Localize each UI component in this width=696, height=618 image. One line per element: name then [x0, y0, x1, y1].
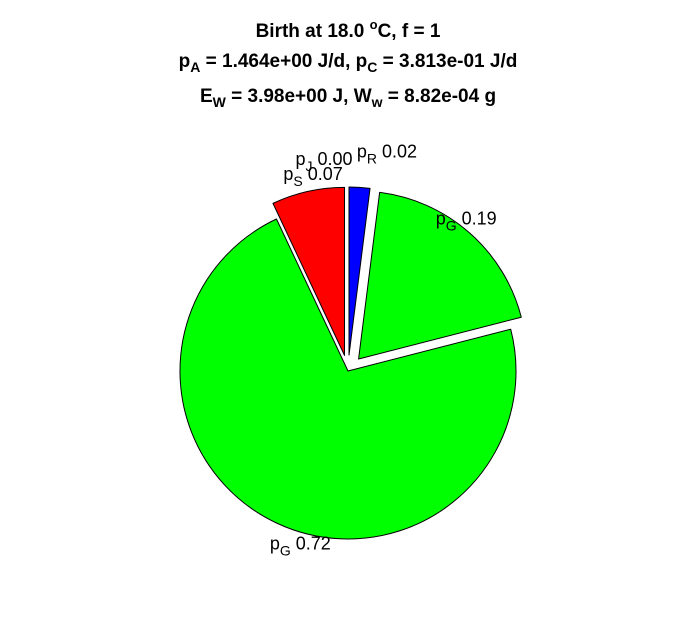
- pie-label-value: 0.02: [377, 141, 417, 161]
- pie-label-2: pG 0.72: [270, 533, 331, 558]
- pie-label-value: 0.19: [457, 208, 497, 228]
- pie-label-3: pS 0.07: [283, 164, 342, 189]
- pie-label-symbol: p: [295, 149, 305, 169]
- pie-label-subscript: R: [367, 150, 377, 166]
- title-line-3: EW = 3.98e+00 J, Ww = 8.82e-04 g: [199, 86, 497, 110]
- pie-slice-pg-1: [358, 191, 522, 360]
- pie-label-value: 0.07: [303, 164, 343, 184]
- title-line-1: Birth at 18.0 oC, f = 1: [255, 17, 441, 42]
- pie-label-symbol: p: [283, 164, 293, 184]
- pie-label-symbol: p: [436, 208, 446, 228]
- pie-label-subscript: J: [305, 158, 312, 174]
- pie-label-subscript: G: [280, 542, 291, 558]
- pie-slice-pr-0: [348, 186, 371, 356]
- pie-label-4: pJ 0.00: [295, 149, 352, 174]
- pie-label-value: 0.72: [291, 533, 331, 553]
- pie-slice-pg-2: [179, 218, 517, 540]
- pie-label-subscript: S: [293, 173, 302, 189]
- pie-label-symbol: p: [270, 533, 280, 553]
- pie-label-1: pG 0.19: [436, 208, 497, 233]
- pie-label-subscript: G: [446, 217, 457, 233]
- pie-label-symbol: p: [357, 141, 367, 161]
- pie-label-value: 0.00: [312, 149, 352, 169]
- pie-slices: [179, 186, 522, 540]
- pie-slice-ps-3: [272, 186, 346, 356]
- pie-label-0: pR 0.02: [357, 141, 417, 166]
- title-line-2: pA = 1.464e+00 J/d, pC = 3.813e-01 J/d: [178, 51, 518, 75]
- chart-title: Birth at 18.0 oC, f = 1 pA = 1.464e+00 J…: [0, 10, 696, 117]
